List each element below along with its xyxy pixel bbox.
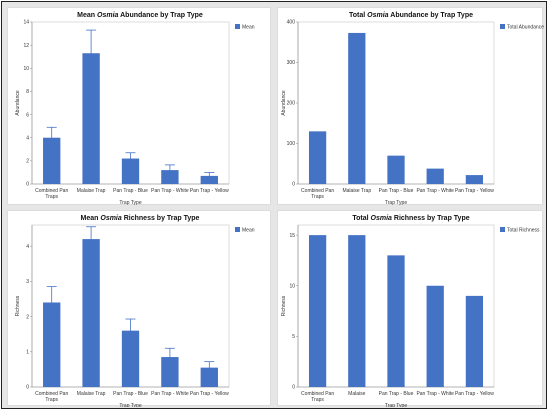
y-tick-label: 8 [26,89,29,95]
bar-2 [121,330,140,387]
x-tick-label: Pan Trap - Blue [113,188,148,194]
x-tick-label: Pan Trap - Yellow [455,391,494,397]
x-tick-label: Pan Trap - Yellow [190,391,229,397]
chart-title: Total Osmia Abundance by Trap Type [349,12,473,19]
x-tick-label: Combined Pan [35,188,68,194]
y-tick-label: 0 [26,182,29,188]
bar-4 [200,175,218,184]
y-tick-label: 2 [26,314,29,320]
chart-mean-richness: Mean Osmia Richness by Trap Type 0 1 2 3 4 Ric… [15,215,255,407]
x-tick-label: Malaise Trap [342,188,371,194]
y-tick-label: 14 [23,20,29,26]
bar-3 [161,357,179,387]
bar-2 [387,155,405,184]
chart-title: Mean Osmia Richness by Trap Type [81,215,200,222]
legend-label: Total Abundance [507,24,544,30]
chart-panel-total-abundance: Total Osmia Abundance by Trap Type 0 100 20… [277,7,544,206]
y-tick-label: 10 [289,283,295,289]
legend-swatch [235,24,240,29]
bar-3 [426,168,444,184]
y-tick-label: 0 [292,182,295,188]
legend-label: Mean [242,24,255,30]
y-tick-label: 5 [292,334,295,340]
x-tick-label: Pan Trap - Blue [379,188,414,194]
x-tick-label: Pan Trap - Yellow [190,188,229,194]
x-tick-label: Combined Pan [35,391,68,397]
x-axis-label: Trap Type [119,200,141,206]
x-tick-label: Pan Trap - Blue [379,391,414,397]
bar-1 [82,53,100,184]
y-tick-label: 300 [287,60,296,66]
x-tick-label: Pan Trap - White [151,391,189,397]
chart-panel-mean-richness: Mean Osmia Richness by Trap Type 0 1 2 3 4 Ric… [7,210,271,407]
y-tick-label: 15 [289,233,295,239]
x-tick-label: Traps [45,194,58,200]
y-tick-label: 4 [26,244,29,250]
bar-1 [348,235,366,387]
y-tick-label: 1 [26,349,29,355]
x-tick-label: Traps [45,397,58,403]
chart-panel-total-richness: Total Osmia Richness by Trap Type 0 5 10 15 R… [277,210,543,407]
x-axis-label: Trap Type [385,200,407,206]
bar-1 [348,32,366,184]
bar-2 [121,158,140,184]
y-tick-label: 0 [26,385,29,391]
y-tick-label: 6 [26,112,29,118]
legend-swatch [500,24,505,29]
y-axis-label: Richness [281,295,287,316]
y-axis-label: Richness [15,295,21,316]
y-tick-label: 2 [26,159,29,165]
y-tick-label: 200 [287,101,296,107]
x-tick-label: Traps [311,194,324,200]
x-axis-label: Trap Type [119,403,141,407]
x-tick-label: Pan Trap - Yellow [455,188,494,194]
bar-0 [43,137,61,184]
bar-0 [308,235,327,387]
x-tick-label: Malaise [348,391,365,397]
y-tick-label: 0 [292,385,295,391]
x-tick-label: Pan Trap - Blue [113,391,148,397]
bar-0 [308,131,327,184]
chart-title: Mean Osmia Abundance by Trap Type [77,12,203,19]
x-axis-label: Trap Type [385,403,407,407]
x-tick-label: Combined Pan [301,188,334,194]
x-tick-label: Traps [311,397,324,403]
chart-panel-mean-abundance: Mean Osmia Abundance by Trap Type 0 2 4 6 8 10… [7,7,271,206]
x-tick-label: Pan Trap - White [416,188,454,194]
legend-label: Mean [242,227,255,233]
bar-3 [161,170,179,184]
y-tick-label: 400 [287,20,296,26]
y-tick-label: 10 [23,66,29,72]
chart-total-abundance: Total Osmia Abundance by Trap Type 0 100 20… [281,12,544,206]
y-tick-label: 100 [287,141,296,147]
legend-swatch [235,227,240,232]
y-axis-label: Abundance [281,90,287,116]
bar-2 [387,255,405,387]
x-tick-label: Pan Trap - White [151,188,189,194]
x-tick-label: Pan Trap - White [416,391,454,397]
bar-1 [82,239,100,387]
bar-3 [426,285,444,387]
chart-mean-abundance: Mean Osmia Abundance by Trap Type 0 2 4 6 8 10… [15,12,255,206]
bar-4 [465,175,484,184]
x-tick-label: Combined Pan [301,391,334,397]
chart-title: Total Osmia Richness by Trap Type [352,215,469,222]
y-tick-label: 12 [23,43,29,49]
x-tick-label: Malaise Trap [77,188,106,194]
y-tick-label: 4 [26,135,29,141]
y-axis-label: Abundance [15,90,21,116]
chart-total-richness: Total Osmia Richness by Trap Type 0 5 10 15 R… [281,215,540,407]
bar-4 [465,295,484,387]
x-tick-label: Malaise Trap [77,391,106,397]
y-tick-label: 3 [26,279,29,285]
legend-swatch [500,227,505,232]
bar-0 [43,302,61,387]
bar-4 [200,367,218,387]
legend-label: Total Richness [507,227,540,233]
